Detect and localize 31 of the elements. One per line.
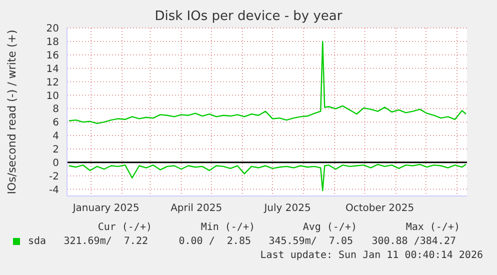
chart-title: Disk IOs per device - by year: [154, 9, 344, 24]
y-tick-label: -2: [49, 171, 59, 182]
text: 345.59m/ 7.05: [268, 236, 353, 247]
x-tick-label: October 2025: [345, 203, 414, 214]
text: Max (-/+): [406, 222, 460, 233]
x-tick-label: January 2025: [72, 203, 140, 214]
x-tick-label: July 2025: [263, 203, 311, 214]
y-tick-label: 10: [46, 90, 59, 102]
text: 0.00 / 2.85: [178, 236, 251, 247]
y-tick-label: 16: [46, 50, 59, 62]
x-tick-label: April 2025: [170, 203, 222, 214]
y-axis-title: IOs/second read (-) / write (+): [6, 30, 18, 194]
y-tick-label: 8: [52, 104, 59, 116]
y-tick-label: 4: [52, 131, 59, 142]
legend-label: sda: [28, 236, 46, 247]
text: Min (-/+): [200, 222, 255, 233]
y-tick-label: 14: [46, 64, 59, 75]
y-tick-label: 18: [46, 36, 59, 48]
y-tick-label: 20: [46, 24, 59, 35]
text: Last update: Sun Jan 11 00:40:14 2026: [260, 250, 483, 261]
y-tick-label: 6: [52, 118, 59, 129]
y-tick-label: 12: [46, 77, 59, 88]
line-series: [68, 164, 467, 192]
y-tick-label: 2: [52, 144, 59, 156]
text: Cur (-/+): [98, 222, 152, 233]
text: 300.88 /384.27: [372, 236, 456, 247]
y-tick-label: 0: [52, 158, 59, 169]
line-series: [68, 40, 467, 124]
y-tick-label: -4: [49, 184, 59, 196]
text: Avg (-/+): [302, 222, 357, 233]
text: 321.69m/ 7.22: [64, 236, 148, 247]
